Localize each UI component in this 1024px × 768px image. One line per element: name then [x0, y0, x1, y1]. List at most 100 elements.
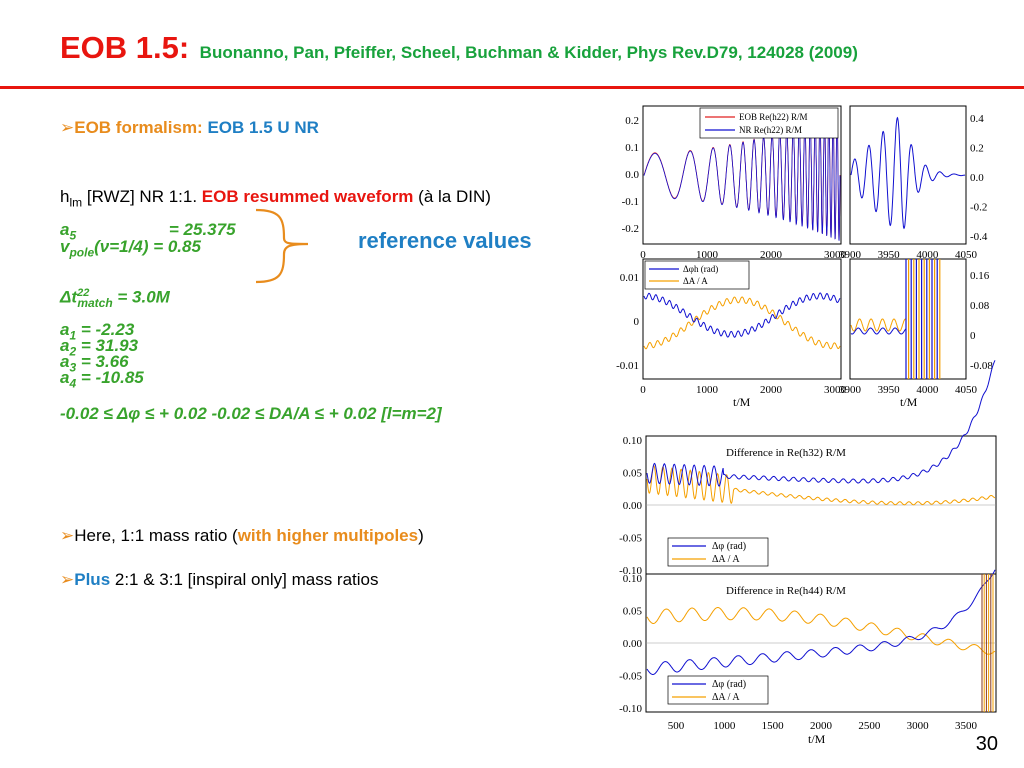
panel-h44-xtick: 3000 — [907, 720, 930, 732]
a3-number: = 3.66 — [76, 352, 129, 371]
diff-right-xtick: 4050 — [955, 384, 978, 396]
bullet1-label: EOB formalism: — [74, 118, 203, 137]
waveform-right-xtick: 4050 — [955, 249, 978, 261]
a4-number: = -10.85 — [76, 368, 144, 387]
a3-value: a3 = 3.66 — [60, 352, 129, 374]
bullet2-c: ) — [418, 526, 424, 545]
hlm-rest: [RWZ] NR 1:1. — [82, 187, 202, 206]
a1-value: a1 = -2.23 — [60, 320, 134, 342]
diff-left-xlabel: t/M — [733, 395, 751, 409]
legend-phi-label: Δφ (rad) — [712, 679, 746, 690]
bullet1-value: EOB 1.5 U NR — [207, 118, 319, 137]
diff-left-ytick: 0.01 — [620, 272, 639, 284]
reference-values-label: reference values — [358, 228, 532, 253]
panel-h44-ytick: -0.05 — [619, 671, 642, 683]
diff-zoom-a-line — [850, 318, 906, 332]
vpole-sub: pole — [69, 245, 95, 260]
dt-sup: 22 — [77, 287, 90, 299]
panel-h44-xtick: 3500 — [955, 720, 978, 732]
panel-h32-ytick: -0.10 — [619, 565, 642, 577]
bullet2-b: with higher multipoles — [237, 526, 419, 545]
vpole-value: vpole(ν=1/4) = 0.85 — [60, 237, 201, 259]
legend-phi-label: Δφh (rad) — [683, 264, 718, 274]
arrow-bullet-icon: ➢ — [60, 526, 75, 545]
vpole-number: (ν=1/4) = 0.85 — [94, 237, 201, 256]
delta-phi-line — [643, 292, 841, 338]
waveform-right-ytick: -0.2 — [970, 202, 987, 214]
legend-box — [644, 260, 750, 290]
panel-h44-ytick: 0.00 — [623, 638, 643, 650]
waveform-left-xtick: 0 — [640, 249, 646, 261]
waveform-left-xtick: 2000 — [760, 249, 783, 261]
a5-sub: 5 — [69, 228, 77, 243]
panel-h44-title: Difference in Re(h44) R/M — [726, 585, 846, 597]
a1-number: = -2.23 — [76, 320, 135, 339]
a2-label: a — [60, 336, 70, 355]
diff-zoom-phi-line — [850, 327, 907, 335]
bullet3-a: Plus — [74, 570, 111, 589]
vpole-label: v — [60, 237, 70, 256]
legend-box — [667, 537, 769, 567]
diff-right-ytick: 0.08 — [970, 300, 990, 312]
legend-eob-label: EOB Re(h22) R/M — [739, 112, 808, 122]
waveform-right-ytick: 0.0 — [970, 172, 984, 184]
panel-h44-ytick: -0.10 — [619, 703, 642, 715]
dt-label: Δt — [60, 287, 78, 307]
bullet3-b: 2:1 & 3:1 [inspiral only] mass ratios — [110, 570, 379, 589]
panel-h32-title: Difference in Re(h32) R/M — [726, 447, 846, 459]
a3-sub: 3 — [69, 360, 77, 375]
diff-left-xtick: 2000 — [760, 384, 783, 396]
dt-sub: match — [77, 296, 113, 311]
title-reference: Buonanno, Pan, Pfeiffer, Scheel, Buchman… — [199, 43, 858, 62]
panel-h44-phi-line — [646, 569, 996, 675]
panel-h44-ytick: 0.10 — [623, 573, 643, 585]
delta-a-line — [643, 296, 841, 350]
diff-right-xtick: 4000 — [916, 384, 939, 396]
panel-h44-xlabel: t/M — [808, 732, 826, 746]
diff-left-ytick: 0 — [634, 316, 640, 328]
bullet-higher-multipoles: ➢Here, 1:1 mass ratio (with higher multi… — [60, 526, 424, 546]
a1-label: a — [60, 320, 70, 339]
legend-nr-label: NR Re(h22) R/M — [739, 125, 802, 135]
diff-right-xlabel: t/M — [900, 395, 918, 409]
waveform-left-ytick: 0.2 — [625, 115, 639, 127]
a4-label: a — [60, 368, 70, 387]
hlm-h: h — [60, 187, 70, 206]
a4-value: a4 = -10.85 — [60, 368, 144, 390]
diff-left-xtick: 0 — [640, 384, 646, 396]
title-divider — [0, 86, 1024, 89]
figure-panels: 0.2 0.1 0.0 -0.1 -0.2 0 1000 2000 3000 EOB Re(h22… — [616, 105, 997, 746]
bullet-mass-ratios: ➢Plus 2:1 & 3:1 [inspiral only] mass rat… — [60, 570, 379, 590]
bullet-eob-formalism: ➢EOB formalism: EOB 1.5 U NR — [60, 118, 319, 138]
waveform-left-ytick: -0.2 — [622, 223, 639, 235]
panel-h44-xtick: 2500 — [858, 720, 881, 732]
tolerance-line: -0.02 ≤ Δφ ≤ + 0.02 -0.02 ≤ DA/A ≤ + 0.0… — [60, 404, 442, 423]
panel-h44-ytick: 0.05 — [623, 606, 643, 618]
arrow-bullet-icon: ➢ — [60, 118, 75, 137]
slide-number: 30 — [975, 733, 998, 755]
waveform-left-ytick: -0.1 — [622, 196, 639, 208]
panel-h32-phi-line — [646, 360, 996, 487]
legend-box — [699, 107, 839, 139]
legend-box — [667, 675, 769, 705]
waveform-left-ytick: 0.0 — [625, 169, 639, 181]
a2-sub: 2 — [69, 344, 77, 359]
waveform-left-ytick: 0.1 — [625, 142, 639, 154]
diff-left-ytick: -0.01 — [616, 360, 639, 372]
panel-h32-a-line — [646, 464, 996, 506]
waveform-right-ytick: -0.4 — [970, 231, 988, 243]
panel-h32-ytick: 0.00 — [623, 500, 643, 512]
hlm-line: hlm [RWZ] NR 1:1. EOB resummed waveform … — [60, 187, 491, 209]
panel-h44-a-line — [646, 607, 996, 655]
panel-h32-ytick: 0.10 — [623, 435, 643, 447]
diff-left-xtick: 1000 — [696, 384, 719, 396]
legend-a-label: ΔA / A — [712, 692, 740, 703]
waveform-left-xtick: 1000 — [696, 249, 719, 261]
a1-sub: 1 — [69, 328, 77, 343]
waveform-right-ytick: 0.2 — [970, 143, 984, 155]
waveform-zoom-line — [850, 116, 966, 230]
legend-a-label: ΔA / A — [712, 554, 740, 565]
diff-right-ytick: 0 — [970, 330, 976, 342]
legend-a-label: ΔA / A — [683, 276, 708, 286]
panel-h32-ytick: -0.05 — [619, 533, 642, 545]
